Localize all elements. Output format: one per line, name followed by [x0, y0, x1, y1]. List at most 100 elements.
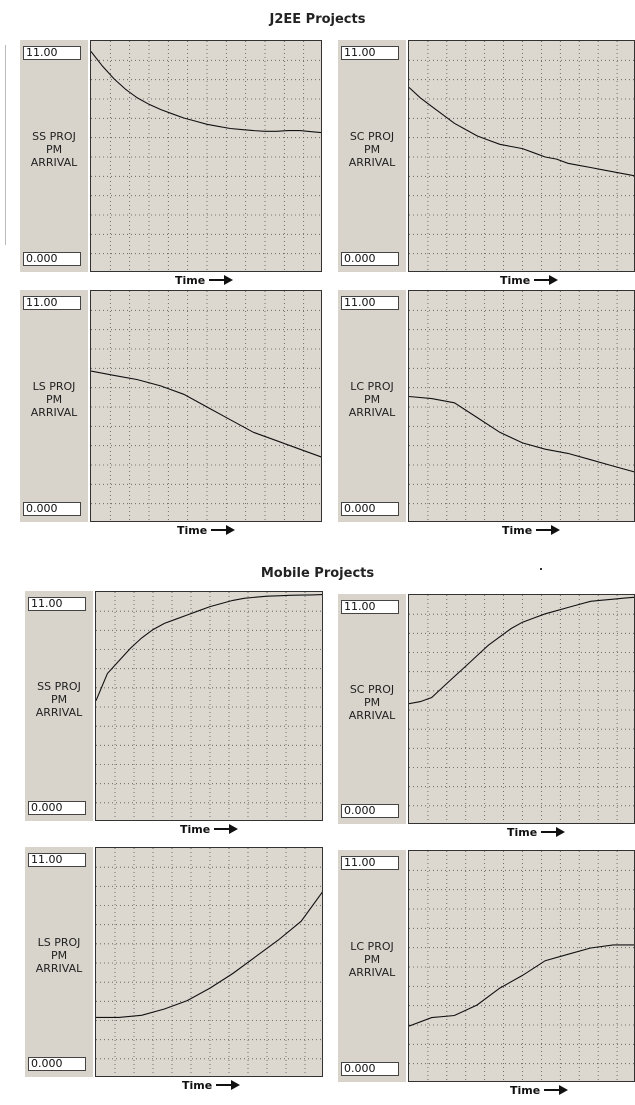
- y-max-value-box: 11.00: [341, 296, 399, 310]
- x-axis-label: Time: [500, 273, 559, 287]
- y-max-value-box: 11.00: [341, 600, 399, 614]
- arrow-right-icon: [534, 275, 559, 285]
- y-max-value-box: 11.00: [28, 597, 86, 611]
- line-chart: [96, 592, 322, 820]
- y-min-value-box: 0.000: [341, 804, 399, 818]
- y-axis-label-line: PM: [50, 949, 68, 962]
- y-axis-label-line: SC PROJ: [349, 683, 395, 696]
- line-chart: [91, 41, 321, 271]
- left-edge-line: [5, 45, 6, 245]
- line-chart: [409, 41, 634, 271]
- y-axis-label: LC PROJ PM ARRIVAL: [338, 380, 406, 419]
- y-axis-label-line: PM: [363, 953, 381, 966]
- y-axis-label-line: LC PROJ: [350, 940, 394, 953]
- y-label-column: 11.00 SC PROJ PM ARRIVAL 0.000: [338, 40, 406, 272]
- plot-area: [95, 847, 323, 1077]
- series-line: [91, 51, 321, 134]
- y-axis-label: SC PROJ PM ARRIVAL: [338, 683, 406, 722]
- y-axis-label-line: LS PROJ: [32, 380, 76, 393]
- x-axis-label-text: Time: [182, 1078, 213, 1092]
- arrow-right-icon: [214, 824, 239, 834]
- x-axis-label-text: Time: [180, 822, 211, 836]
- series-line: [409, 596, 634, 705]
- series-line: [96, 891, 322, 1018]
- y-max-value-box: 11.00: [28, 853, 86, 867]
- arrow-right-icon: [541, 827, 566, 837]
- x-axis-label: Time: [180, 822, 239, 836]
- y-axis-label-line: PM: [363, 696, 381, 709]
- line-chart: [96, 848, 322, 1076]
- y-min-value-box: 0.000: [341, 1062, 399, 1076]
- x-axis-label: Time: [510, 1083, 569, 1097]
- x-axis-label-text: Time: [502, 523, 533, 537]
- line-chart: [91, 291, 321, 521]
- y-max-value-box: 11.00: [341, 46, 399, 60]
- y-axis-label-line: PM: [45, 393, 63, 406]
- plot-area: [95, 591, 323, 821]
- stray-dot: [540, 568, 542, 570]
- x-axis-label: Time: [175, 273, 234, 287]
- plot-area: [90, 290, 322, 522]
- y-min-value-box: 0.000: [28, 1057, 86, 1071]
- y-axis-label-line: SC PROJ: [349, 130, 395, 143]
- series-line: [409, 86, 634, 177]
- y-min-value-box: 0.000: [341, 502, 399, 516]
- y-axis-label: SS PROJ PM ARRIVAL: [20, 130, 88, 169]
- y-axis-label: LC PROJ PM ARRIVAL: [338, 940, 406, 979]
- y-axis-label-line: PM: [45, 143, 63, 156]
- x-axis-label: Time: [182, 1078, 241, 1092]
- y-axis-label: LS PROJ PM ARRIVAL: [20, 380, 88, 419]
- y-axis-label-line: ARRIVAL: [348, 156, 396, 169]
- y-axis-label-line: LC PROJ: [350, 380, 394, 393]
- y-axis-label-line: PM: [363, 393, 381, 406]
- y-max-value-box: 11.00: [341, 856, 399, 870]
- plot-area: [408, 40, 635, 272]
- y-label-column: 11.00 LS PROJ PM ARRIVAL 0.000: [25, 847, 93, 1077]
- y-min-value-box: 0.000: [23, 502, 81, 516]
- y-axis-label-line: PM: [50, 693, 68, 706]
- section-title-mobile: Mobile Projects: [260, 566, 375, 581]
- chart-panel-6: 11.00 SC PROJ PM ARRIVAL 0.000: [338, 594, 635, 824]
- y-label-column: 11.00 SS PROJ PM ARRIVAL 0.000: [20, 40, 88, 272]
- y-axis-label-line: ARRIVAL: [35, 706, 83, 719]
- x-axis-label: Time: [502, 523, 561, 537]
- arrow-right-icon: [536, 525, 561, 535]
- chart-panel-3: 11.00 LS PROJ PM ARRIVAL 0.000: [20, 290, 322, 522]
- series-line: [96, 594, 322, 701]
- plot-area: [90, 40, 322, 272]
- y-label-column: 11.00 SS PROJ PM ARRIVAL 0.000: [25, 591, 93, 821]
- chart-panel-4: 11.00 LC PROJ PM ARRIVAL 0.000: [338, 290, 635, 522]
- y-axis-label-line: ARRIVAL: [348, 966, 396, 979]
- arrow-right-icon: [216, 1080, 241, 1090]
- series-line: [91, 370, 321, 458]
- section-title-j2ee: J2EE Projects: [269, 12, 366, 27]
- y-label-column: 11.00 SC PROJ PM ARRIVAL 0.000: [338, 594, 406, 824]
- line-chart: [409, 851, 634, 1081]
- chart-panel-8: 11.00 LC PROJ PM ARRIVAL 0.000: [338, 850, 635, 1082]
- x-axis-label-text: Time: [507, 825, 538, 839]
- series-line: [409, 944, 634, 1027]
- y-axis-label: SC PROJ PM ARRIVAL: [338, 130, 406, 169]
- y-axis-label-line: ARRIVAL: [30, 156, 78, 169]
- line-chart: [409, 291, 634, 521]
- series-line: [409, 395, 634, 473]
- y-axis-label-line: PM: [363, 143, 381, 156]
- y-axis-label-line: ARRIVAL: [30, 406, 78, 419]
- y-min-value-box: 0.000: [28, 801, 86, 815]
- y-axis-label: SS PROJ PM ARRIVAL: [25, 680, 93, 719]
- line-chart: [409, 595, 634, 823]
- y-min-value-box: 0.000: [23, 252, 81, 266]
- x-axis-label: Time: [177, 523, 236, 537]
- y-axis-label-line: ARRIVAL: [348, 406, 396, 419]
- x-axis-label: Time: [507, 825, 566, 839]
- y-axis-label-line: ARRIVAL: [348, 709, 396, 722]
- arrow-right-icon: [209, 275, 234, 285]
- x-axis-label-text: Time: [177, 523, 208, 537]
- y-label-column: 11.00 LC PROJ PM ARRIVAL 0.000: [338, 290, 406, 522]
- plot-area: [408, 594, 635, 824]
- arrow-right-icon: [211, 525, 236, 535]
- chart-panel-1: 11.00 SS PROJ PM ARRIVAL 0.000: [20, 40, 322, 272]
- plot-area: [408, 850, 635, 1082]
- y-axis-label-line: SS PROJ: [32, 130, 76, 143]
- arrow-right-icon: [544, 1085, 569, 1095]
